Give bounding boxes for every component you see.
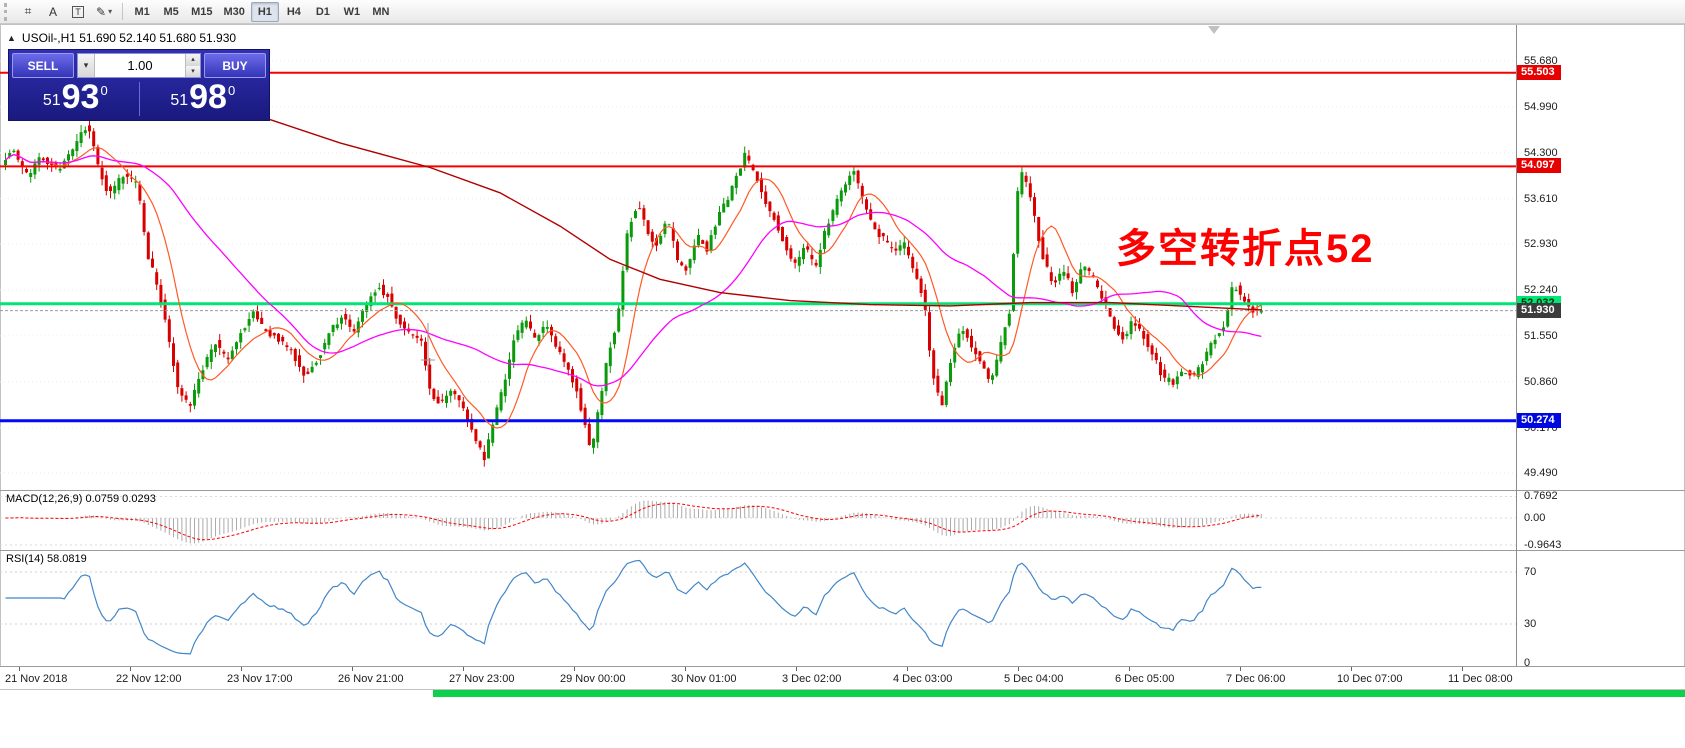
crosshair-tool-icon: ⌗ bbox=[24, 4, 32, 18]
chart-annotation: 多空转折点52 bbox=[1116, 227, 1375, 271]
time-axis-label: 23 Nov 17:00 bbox=[227, 673, 293, 685]
buy-button[interactable]: BUY bbox=[204, 53, 266, 78]
price-axis-tick: 54.300 bbox=[1524, 147, 1558, 159]
time-axis-mark bbox=[796, 667, 797, 671]
time-axis-label: 5 Dec 04:00 bbox=[1004, 673, 1064, 685]
draw-objects-tool-icon: ✎ bbox=[96, 4, 107, 19]
time-axis-label: 30 Nov 01:00 bbox=[671, 673, 737, 685]
macd-axis-tick: 0.7692 bbox=[1524, 490, 1558, 502]
macd-indicator-panel[interactable] bbox=[0, 491, 1516, 550]
price-axis-tick: 50.860 bbox=[1524, 376, 1558, 388]
time-axis-label: 3 Dec 02:00 bbox=[782, 673, 842, 685]
time-axis-mark bbox=[1351, 667, 1352, 671]
sell-price[interactable]: 51 93 0 bbox=[42, 78, 108, 117]
rsi-axis-tick: 70 bbox=[1524, 566, 1537, 578]
time-axis-mark bbox=[130, 667, 131, 671]
timeframe-button-h1[interactable]: H1 bbox=[250, 1, 279, 22]
price-axis-tick: 54.990 bbox=[1524, 101, 1558, 113]
timeframe-button-m1[interactable]: M1 bbox=[134, 5, 150, 18]
time-axis[interactable]: 21 Nov 2018 22 Nov 12:00 23 Nov 17:00 26 No… bbox=[0, 667, 1685, 689]
dropdown-arrow-icon[interactable]: ▾ bbox=[108, 7, 113, 16]
time-axis-mark bbox=[1018, 667, 1019, 671]
buy-price[interactable]: 51 98 0 bbox=[170, 78, 236, 117]
price-axis[interactable]: 55.680 54.990 54.300 53.610 52.930 52.240 51.5… bbox=[1517, 0, 1685, 748]
toolbar-drag-handle[interactable] bbox=[4, 2, 11, 21]
time-axis-mark bbox=[1240, 667, 1241, 671]
chart-title: USOil-,H1 51.690 52.140 51.680 51.930 bbox=[21, 31, 237, 45]
rsi-title: RSI(14) 58.0819 bbox=[6, 553, 87, 565]
price-axis-tick: 53.610 bbox=[1524, 193, 1558, 205]
insert-text-tool[interactable]: A bbox=[41, 2, 65, 22]
time-axis-mark bbox=[241, 667, 242, 671]
rsi-axis-tick: 0 bbox=[1524, 657, 1531, 669]
rsi-axis-tick: 30 bbox=[1524, 618, 1537, 630]
price-axis-tick: 49.490 bbox=[1524, 467, 1558, 479]
chart-title-bar: ▲ USOil-,H1 51.690 52.140 51.680 51.930 bbox=[7, 31, 236, 45]
timeframe-button-m5[interactable]: M5 bbox=[163, 5, 179, 18]
time-axis-label: 29 Nov 00:00 bbox=[560, 673, 626, 685]
chart-shift-marker bbox=[1208, 26, 1220, 34]
time-axis-mark bbox=[1129, 667, 1130, 671]
timeframe-button-mn[interactable]: MN bbox=[372, 5, 390, 18]
price-divider bbox=[138, 81, 140, 116]
time-axis-label: 21 Nov 2018 bbox=[5, 673, 68, 685]
time-axis-label: 6 Dec 05:00 bbox=[1115, 673, 1175, 685]
one-click-trading-panel: SELL ▾ 1.00 ▴ ▾ BUY 51 93 0 51 98 0 bbox=[8, 49, 270, 121]
volume-value[interactable]: 1.00 bbox=[127, 58, 153, 73]
price-axis-tick: 51.550 bbox=[1524, 330, 1558, 342]
timeframe-buttons: M1 M5 M15 M30 H1 H4 D1 W1 MN bbox=[128, 1, 395, 22]
timeframe-button-h4[interactable]: H4 bbox=[286, 5, 301, 18]
volume-control[interactable]: ▾ 1.00 ▴ ▾ bbox=[77, 53, 201, 78]
time-axis-mark bbox=[1462, 667, 1463, 671]
text-label-tool[interactable]: T bbox=[66, 2, 90, 22]
panel-splitter bbox=[0, 666, 1685, 667]
time-axis-label: 11 Dec 08:00 bbox=[1448, 673, 1513, 685]
macd-axis-tick: 0.00 bbox=[1524, 512, 1546, 524]
panel-splitter[interactable] bbox=[0, 550, 1685, 551]
toolbar-tools: ⌗ A T ✎ ▾ bbox=[16, 2, 117, 22]
current-price-badge: 51.930 bbox=[1517, 303, 1561, 318]
spinner-up-icon[interactable]: ▴ bbox=[186, 54, 200, 66]
time-axis-label: 27 Nov 23:00 bbox=[449, 673, 515, 685]
time-axis-mark bbox=[574, 667, 575, 671]
time-axis-label: 22 Nov 12:00 bbox=[116, 673, 182, 685]
time-axis-label: 10 Dec 07:00 bbox=[1337, 673, 1403, 685]
macd-axis-tick: -0.9643 bbox=[1524, 539, 1562, 551]
price-level-badge: 54.097 bbox=[1517, 158, 1561, 173]
price-axis-tick: 55.680 bbox=[1524, 55, 1558, 67]
time-axis-mark bbox=[685, 667, 686, 671]
spinner-down-icon[interactable]: ▾ bbox=[186, 65, 200, 77]
time-axis-label: 4 Dec 03:00 bbox=[893, 673, 953, 685]
macd-title: MACD(12,26,9) 0.0759 0.0293 bbox=[6, 493, 156, 505]
time-axis-label: 7 Dec 06:00 bbox=[1226, 673, 1286, 685]
text-label-tool-icon: T bbox=[72, 5, 84, 18]
timeframe-button-w1[interactable]: W1 bbox=[343, 5, 361, 18]
insert-text-tool-icon: A bbox=[48, 4, 57, 19]
background-window-edge bbox=[433, 690, 1685, 697]
price-level-badge: 50.274 bbox=[1517, 413, 1561, 428]
timeframe-button-m30[interactable]: M30 bbox=[223, 5, 245, 18]
time-axis-mark bbox=[463, 667, 464, 671]
toolbar: ⌗ A T ✎ ▾ M1 M5 M15 M30 H1 H4 D1 W1 MN bbox=[0, 0, 1685, 24]
trade-panel-toggle[interactable]: ▲ bbox=[7, 33, 16, 43]
price-axis-separator bbox=[1516, 25, 1517, 666]
time-axis-mark bbox=[907, 667, 908, 671]
volume-dropdown-icon[interactable]: ▾ bbox=[78, 54, 95, 77]
price-axis-tick: 52.240 bbox=[1524, 284, 1558, 296]
draw-objects-tool[interactable]: ✎ ▾ bbox=[91, 2, 117, 22]
time-axis-mark bbox=[352, 667, 353, 671]
sell-button[interactable]: SELL bbox=[12, 53, 74, 78]
panel-splitter[interactable] bbox=[0, 490, 1685, 491]
price-level-badge: 55.503 bbox=[1517, 65, 1561, 80]
timeframe-button-m15[interactable]: M15 bbox=[191, 5, 213, 18]
rsi-indicator-panel[interactable] bbox=[0, 551, 1516, 665]
time-axis-label: 26 Nov 21:00 bbox=[338, 673, 404, 685]
timeframe-button-d1[interactable]: D1 bbox=[315, 5, 330, 18]
price-axis-tick: 52.930 bbox=[1524, 238, 1558, 250]
volume-spinner[interactable]: ▴ ▾ bbox=[185, 54, 200, 77]
toolbar-separator bbox=[122, 3, 124, 20]
time-axis-mark bbox=[19, 667, 20, 671]
crosshair-tool[interactable]: ⌗ bbox=[16, 2, 40, 22]
